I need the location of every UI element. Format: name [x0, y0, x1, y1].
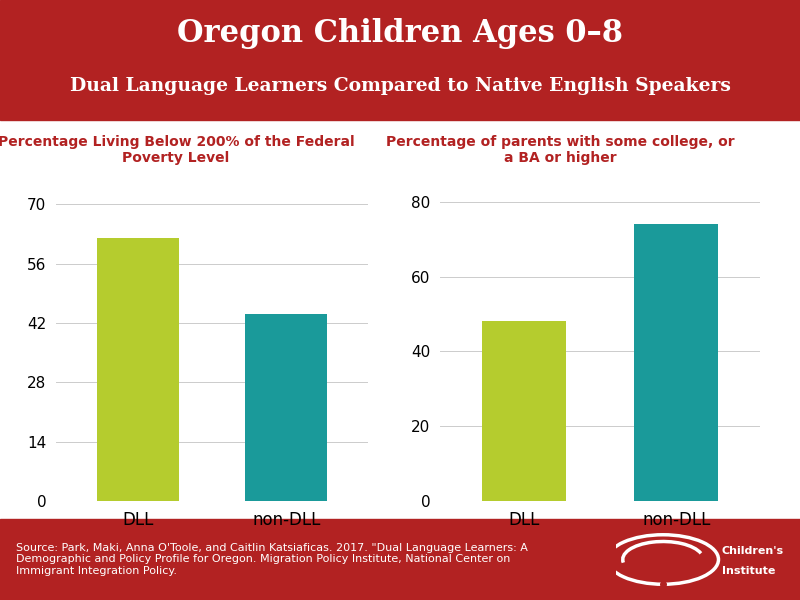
Text: Source: Park, Maki, Anna O'Toole, and Caitlin Katsiaficas. 2017. "Dual Language : Source: Park, Maki, Anna O'Toole, and Ca… — [16, 543, 528, 576]
Text: Dual Language Learners Compared to Native English Speakers: Dual Language Learners Compared to Nativ… — [70, 77, 730, 95]
Text: Children's: Children's — [722, 545, 784, 556]
Text: Percentage of parents with some college, or
a BA or higher: Percentage of parents with some college,… — [386, 135, 734, 165]
Bar — [97, 238, 178, 501]
Text: Oregon Children Ages 0–8: Oregon Children Ages 0–8 — [177, 18, 623, 49]
Bar — [246, 314, 327, 501]
Bar — [634, 224, 718, 501]
Text: Institute: Institute — [722, 566, 775, 576]
Bar — [482, 322, 566, 501]
Text: Percentage Living Below 200% of the Federal
Poverty Level: Percentage Living Below 200% of the Fede… — [0, 135, 354, 165]
